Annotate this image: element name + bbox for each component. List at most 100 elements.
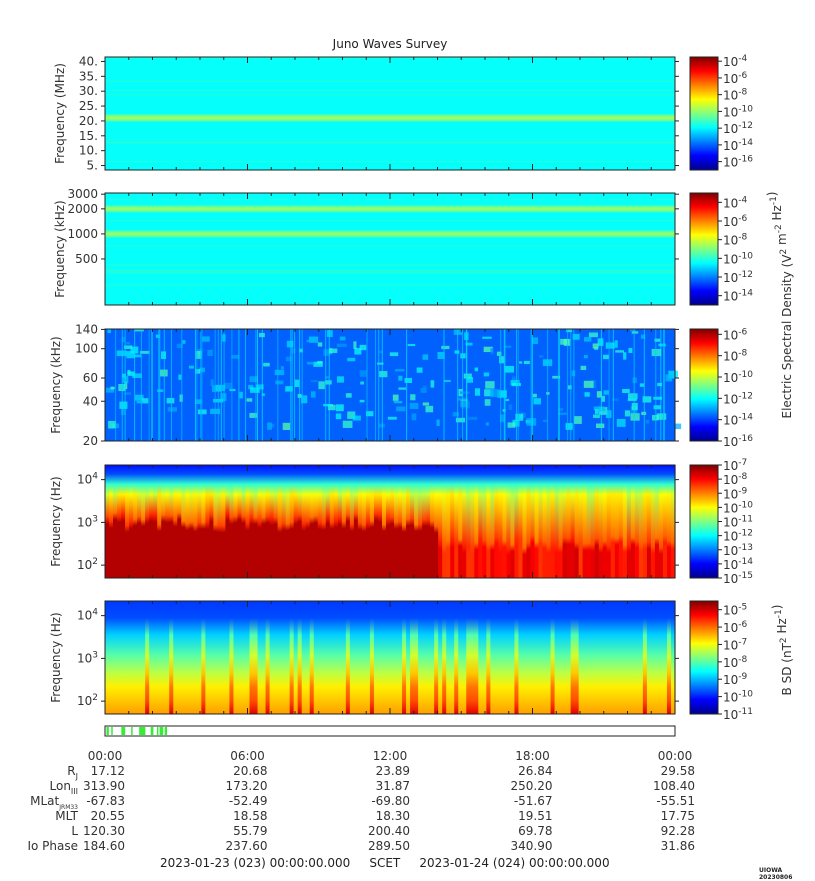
ephemeris-row-label: MLatJRM33 — [30, 794, 78, 811]
emission-patch — [294, 379, 300, 388]
spectrogram-streak — [201, 329, 203, 441]
spectrogram-column — [117, 465, 122, 578]
chart-title: Juno Waves Survey — [332, 37, 448, 51]
spectrogram-column — [129, 465, 134, 578]
emission-patch — [393, 401, 403, 404]
emission-patch — [484, 389, 494, 397]
emission-patch — [651, 348, 662, 357]
emission-patch — [135, 394, 144, 401]
spectrogram-column — [237, 601, 243, 714]
spectrogram-column — [333, 465, 339, 578]
colorbar-tick-label: 10-6 — [723, 71, 748, 86]
spectrogram-streak — [196, 329, 198, 441]
spectrogram-column — [317, 465, 323, 578]
spectrogram-column — [165, 601, 170, 714]
spectrogram-column — [502, 601, 508, 714]
emission-patch — [623, 352, 627, 360]
emission-patch — [301, 395, 308, 404]
colorbar-gradient — [689, 192, 719, 306]
spectrogram-column — [546, 465, 552, 578]
spectrogram-column — [586, 465, 592, 578]
spectrogram-column — [666, 601, 672, 714]
spectrogram-column — [177, 465, 182, 578]
spectrogram-column — [430, 465, 435, 578]
emission-band-core — [105, 116, 675, 120]
spectrogram-column — [638, 601, 644, 714]
emission-patch — [482, 336, 492, 339]
spectrogram-streak — [151, 329, 153, 441]
spectrogram-column — [670, 465, 676, 578]
spectrogram-column — [181, 601, 186, 714]
spectrogram-column — [550, 465, 556, 578]
emission-band-core — [105, 232, 675, 236]
emission-patch — [155, 334, 160, 338]
spectrogram-column — [410, 601, 415, 714]
spectrogram-streak — [530, 329, 532, 441]
spectrogram-column — [634, 465, 640, 578]
ephemeris-value: 313.90 — [83, 779, 125, 793]
colorbar-tick-label: 10-13 — [723, 543, 753, 558]
emission-patch — [285, 386, 293, 392]
spectrogram-column — [498, 465, 503, 578]
emission-patch — [499, 414, 505, 423]
emission-patch — [360, 381, 364, 385]
emission-patch — [132, 373, 142, 378]
y-axis-label: Frequency (kHz) — [49, 336, 63, 433]
spectrogram-column — [189, 601, 194, 714]
spectrogram-column — [466, 601, 471, 714]
emission-patch — [396, 406, 406, 412]
emission-patch — [603, 354, 610, 360]
spectrogram-column — [369, 465, 375, 578]
spectrogram-column — [658, 465, 664, 578]
emission-patch — [508, 404, 513, 410]
emission-patch — [246, 398, 253, 402]
spectrogram-stripe — [105, 142, 675, 144]
colorbar-tick-label: 10-14 — [723, 413, 753, 428]
emission-patch — [127, 369, 131, 375]
spectrogram-column — [253, 601, 259, 714]
emission-patch — [339, 336, 346, 341]
spectrogram-column — [410, 465, 415, 578]
ephemeris-value: 23.89 — [376, 764, 410, 778]
spectrogram-column — [490, 465, 495, 578]
spectrogram-streak — [663, 329, 665, 441]
emission-patch — [490, 389, 500, 398]
spectrogram-stripe — [105, 89, 675, 91]
spectrogram-stripe — [105, 220, 675, 222]
emission-patch — [542, 419, 548, 423]
spectrogram-column — [514, 465, 520, 578]
emission-patch — [110, 386, 115, 390]
footer-start-time: 2023-01-23 (023) 00:00:00.000 — [160, 856, 351, 870]
colorbar-gradient — [689, 56, 719, 171]
emission-patch — [359, 344, 367, 351]
spectrogram-column — [229, 465, 235, 578]
emission-patch — [507, 422, 516, 428]
spectrogram-column — [217, 601, 223, 714]
emission-patch — [220, 393, 227, 402]
emission-patch — [463, 373, 472, 379]
spectrogram-column — [169, 601, 174, 714]
emission-patch — [483, 372, 490, 377]
colorbar-tick-label: 10-8 — [723, 349, 748, 364]
spectrogram-streak — [255, 329, 257, 441]
colorbar-tick-label: 10-10 — [723, 500, 753, 515]
spectrogram-streak — [567, 329, 569, 441]
spectrogram-streak — [217, 329, 219, 441]
spectrogram-column — [590, 465, 596, 578]
spectrogram-column — [634, 601, 640, 714]
emission-patch — [353, 341, 357, 349]
y-tick-label: 1000 — [67, 227, 98, 241]
spectrogram-column — [197, 601, 202, 714]
spectrogram-column — [377, 465, 383, 578]
emission-patch — [325, 376, 330, 379]
spectrogram-column — [289, 465, 295, 578]
spectrogram-column — [414, 601, 419, 714]
spectrogram-column — [181, 465, 186, 578]
emission-patch — [583, 380, 594, 388]
spectrogram-column — [325, 465, 331, 578]
emission-patch — [395, 369, 405, 372]
emission-patch — [441, 345, 450, 350]
spectrogram-column — [129, 601, 134, 714]
emission-patch — [499, 356, 505, 364]
emission-patch — [630, 413, 640, 421]
